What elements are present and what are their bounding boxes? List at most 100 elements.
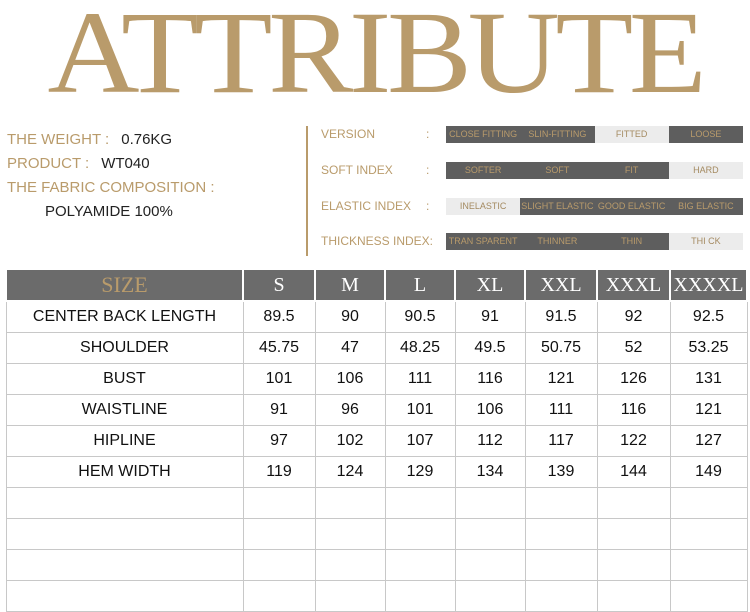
table-cell: 48.25 [384, 332, 456, 364]
empty-cell [596, 518, 671, 550]
scale-option: BIG ELASTIC [668, 198, 743, 215]
product-row: PRODUCT : WT040 [7, 152, 307, 176]
table-cell: 92.5 [669, 300, 748, 333]
empty-cell [242, 549, 316, 581]
page-title: ATTRIBUTE [47, 0, 707, 118]
empty-cell [314, 580, 386, 612]
table-cell: 134 [454, 456, 526, 488]
empty-cell [524, 518, 598, 550]
fabric-label: THE FABRIC COMPOSITION : [7, 179, 215, 196]
empty-cell [242, 518, 316, 550]
attribute-scale: TRAN SPARENT THINNER THIN THI CK [446, 233, 743, 250]
attribute-scale: INELASTIC SLIGHT ELASTIC GOOD ELASTIC BIG E… [446, 198, 743, 215]
row-label: WAISTLINE [5, 394, 244, 426]
table-cell: 102 [314, 425, 386, 457]
size-header: SIZE [5, 268, 244, 302]
size-column-header: S [242, 268, 316, 302]
attribute-colon: : [426, 127, 430, 141]
weight-value: 0.76KG [121, 131, 173, 148]
table-cell: 89.5 [242, 300, 316, 333]
empty-row [5, 487, 748, 519]
empty-row [5, 549, 748, 581]
scale-option: HARD [668, 162, 743, 179]
size-column-header: XXXL [596, 268, 671, 302]
table-cell: 90.5 [384, 300, 456, 333]
attribute-scale: SOFTER SOFT FIT HARD [446, 162, 743, 179]
empty-cell [454, 487, 526, 519]
empty-cell [454, 549, 526, 581]
table-cell: 91 [454, 300, 526, 333]
table-cell: 50.75 [524, 332, 598, 364]
table-cell: 107 [384, 425, 456, 457]
product-label: PRODUCT : [7, 155, 90, 172]
product-info: THE WEIGHT : 0.76KG PRODUCT : WT040 THE FA… [7, 128, 307, 224]
fabric-row: THE FABRIC COMPOSITION : [7, 176, 307, 200]
empty-cell [242, 580, 316, 612]
table-cell: 91 [242, 394, 316, 426]
table-cell: 131 [669, 363, 748, 395]
table-row: SHOULDER 45.75 47 48.25 49.5 50.75 52 53.25 [5, 332, 748, 364]
attribute-label: THICKNESS INDEX: [321, 234, 434, 248]
table-cell: 116 [596, 394, 671, 426]
empty-cell [242, 487, 316, 519]
scale-option: FITTED [594, 126, 669, 143]
table-cell: 149 [669, 456, 748, 488]
scale-option: THIN [594, 233, 669, 250]
size-column-header: XXXXL [669, 268, 748, 302]
empty-cell [669, 487, 748, 519]
row-label: SHOULDER [5, 332, 244, 364]
empty-cell [314, 487, 386, 519]
table-cell: 49.5 [454, 332, 526, 364]
section-divider [306, 126, 308, 256]
table-row: WAISTLINE 91 96 101 106 111 116 121 [5, 394, 748, 426]
table-cell: 144 [596, 456, 671, 488]
table-row: CENTER BACK LENGTH 89.5 90 90.5 91 91.5 92 92.5 [5, 300, 748, 333]
size-column-header: XL [454, 268, 526, 302]
table-cell: 121 [524, 363, 598, 395]
empty-cell [524, 487, 598, 519]
table-cell: 112 [454, 425, 526, 457]
empty-cell [596, 580, 671, 612]
attribute-label: SOFT INDEX [321, 163, 393, 177]
table-cell: 116 [454, 363, 526, 395]
table-row: HIPLINE 97 102 107 112 117 122 127 [5, 425, 748, 457]
size-column-header: L [384, 268, 456, 302]
table-cell: 126 [596, 363, 671, 395]
scale-option: SOFT [520, 162, 595, 179]
table-cell: 139 [524, 456, 598, 488]
table-cell: 122 [596, 425, 671, 457]
table-cell: 129 [384, 456, 456, 488]
table-cell: 127 [669, 425, 748, 457]
size-table: SIZE S M L XL XXL XXXL XXXXL CENTER BACK LENGTH 8… [5, 268, 748, 612]
table-cell: 121 [669, 394, 748, 426]
table-cell: 96 [314, 394, 386, 426]
row-label: CENTER BACK LENGTH [5, 300, 244, 333]
empty-cell [454, 580, 526, 612]
fabric-value-row: POLYAMIDE 100% [7, 200, 307, 224]
table-cell: 53.25 [669, 332, 748, 364]
empty-cell [596, 487, 671, 519]
table-header-row: SIZE S M L XL XXL XXXL XXXXL [5, 268, 748, 302]
scale-option: GOOD ELASTIC [594, 198, 669, 215]
scale-option: SLIGHT ELASTIC [520, 198, 595, 215]
weight-row: THE WEIGHT : 0.76KG [7, 128, 307, 152]
empty-cell [524, 580, 598, 612]
table-cell: 119 [242, 456, 316, 488]
table-cell: 117 [524, 425, 598, 457]
table-cell: 91.5 [524, 300, 598, 333]
empty-cell [314, 518, 386, 550]
scale-option: LOOSE [668, 126, 743, 143]
scale-option: TRAN SPARENT [446, 233, 521, 250]
attribute-colon: : [426, 199, 430, 213]
table-cell: 106 [454, 394, 526, 426]
row-label: BUST [5, 363, 244, 395]
scale-option: SLIN-FITTING [520, 126, 595, 143]
scale-option: THI CK [668, 233, 743, 250]
table-cell: 45.75 [242, 332, 316, 364]
empty-row [5, 580, 748, 612]
empty-cell [5, 549, 244, 581]
table-cell: 124 [314, 456, 386, 488]
table-row: HEM WIDTH 119 124 129 134 139 144 149 [5, 456, 748, 488]
scale-option: SOFTER [446, 162, 521, 179]
empty-cell [669, 580, 748, 612]
